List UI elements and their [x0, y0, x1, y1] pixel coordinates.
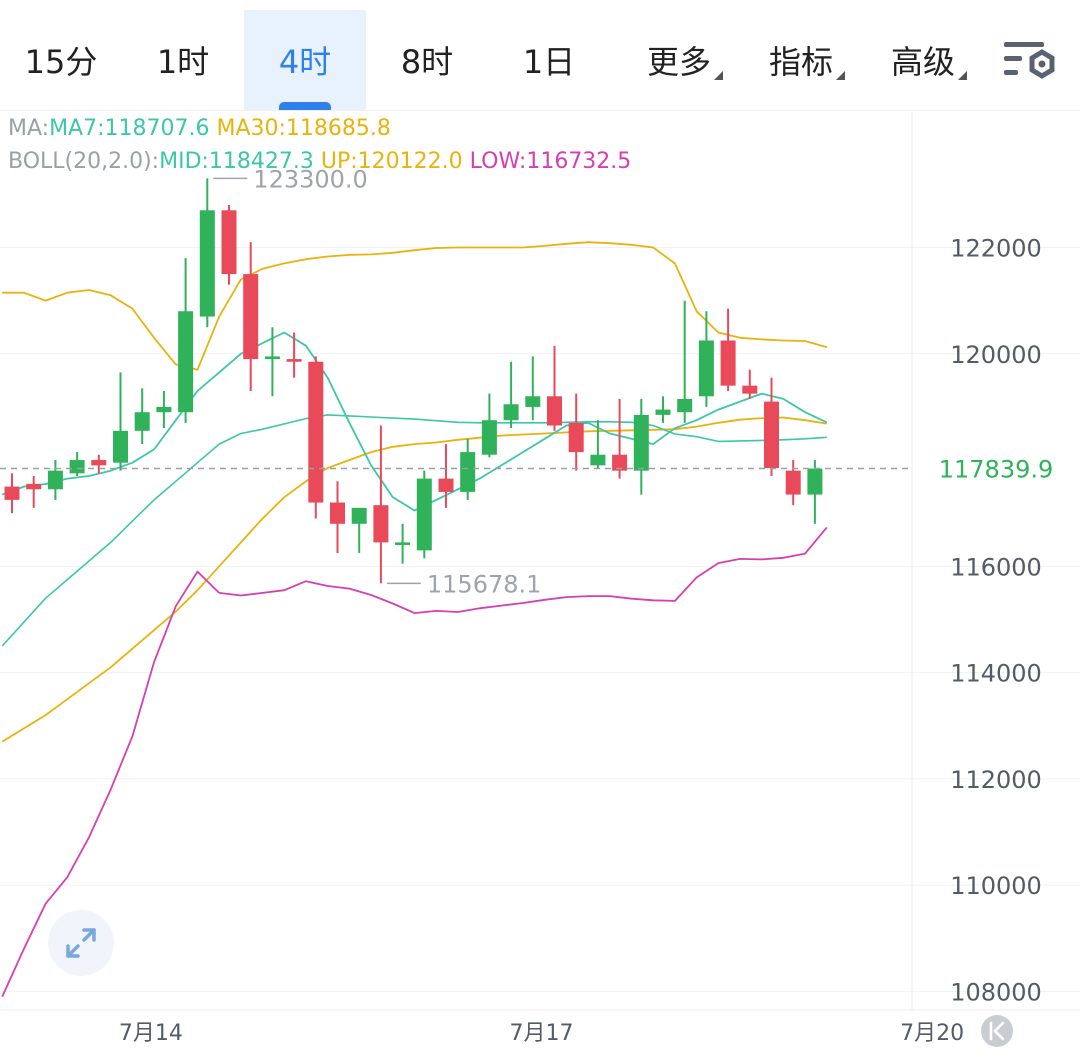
ma-legend: MA:MA7:118707.6 MA30:118685.8	[8, 116, 391, 141]
dropdown-corner-icon	[836, 71, 845, 80]
current-price-label: 117839.9	[939, 456, 1054, 484]
series-boll-low	[1, 526, 828, 998]
candle-up[interactable]	[351, 507, 367, 524]
expand-button[interactable]	[48, 910, 114, 976]
candle-down[interactable]	[373, 505, 389, 543]
candle-down[interactable]	[330, 502, 345, 524]
candle-up[interactable]	[156, 406, 172, 413]
max-price-label: 123300.0	[253, 165, 368, 193]
scroll-to-latest-icon	[989, 1021, 1005, 1041]
candle-up[interactable]	[698, 340, 714, 397]
scroll-to-latest-button[interactable]	[981, 1015, 1013, 1047]
candle-down[interactable]	[91, 460, 107, 466]
boll-up-value: UP:120122.0	[320, 149, 463, 174]
boll-mid-value: MID:118427.3	[159, 149, 314, 174]
ma-prefix: MA:	[8, 116, 50, 141]
tab-4h-label: 4时	[278, 43, 332, 81]
ma7-value: MA7:118707.6	[49, 116, 210, 141]
candle-down[interactable]	[785, 470, 801, 495]
candle-up[interactable]	[199, 210, 215, 317]
y-tick-label: 120000	[950, 341, 1042, 369]
tab-more-label: 更多	[646, 43, 711, 81]
candle-down[interactable]	[742, 385, 758, 394]
candle-down[interactable]	[438, 478, 454, 492]
candle-up[interactable]	[264, 356, 280, 360]
tab-15min[interactable]: 15分	[0, 10, 122, 110]
candle-up[interactable]	[69, 460, 85, 474]
candle-up[interactable]	[47, 470, 63, 490]
candle-up[interactable]	[655, 409, 671, 415]
candle-down[interactable]	[568, 422, 584, 453]
tab-1h[interactable]: 1时	[122, 10, 244, 110]
candle-down[interactable]	[764, 401, 779, 469]
candle-up[interactable]	[807, 468, 823, 495]
y-tick-label: 114000	[950, 660, 1042, 688]
candle-up[interactable]	[460, 452, 476, 492]
candle-down[interactable]	[221, 210, 237, 275]
candle-down[interactable]	[547, 396, 562, 426]
candle-down[interactable]	[720, 340, 736, 386]
candle-down[interactable]	[308, 361, 324, 503]
chart-settings-icon[interactable]	[1000, 38, 1060, 84]
x-tick-label: 7月20	[900, 1021, 964, 1046]
candle-down[interactable]	[243, 274, 259, 360]
candle-up[interactable]	[134, 412, 150, 431]
candle-up[interactable]	[633, 414, 649, 471]
candle-down[interactable]	[26, 483, 42, 490]
y-tick-label: 112000	[950, 766, 1042, 794]
tab-indicators[interactable]: 指标	[748, 10, 866, 110]
candle-up[interactable]	[525, 396, 541, 407]
y-tick-label: 116000	[950, 553, 1042, 581]
tab-8h[interactable]: 8时	[366, 10, 488, 110]
tab-4h[interactable]: 4时	[244, 10, 366, 110]
timeframe-tabbar: 15分 1时 4时 8时 1日 更多 指标 高级	[0, 0, 1080, 111]
candle-up[interactable]	[395, 542, 411, 546]
series-boll-up	[2, 241, 828, 371]
y-tick-label: 110000	[950, 872, 1042, 900]
expand-arrows-icon	[66, 928, 96, 958]
tab-1d-label: 1日	[522, 43, 576, 81]
candle-up[interactable]	[677, 398, 693, 413]
tab-8h-label: 8时	[400, 43, 454, 81]
ma30-value: MA30:118685.8	[216, 116, 391, 141]
tab-advanced[interactable]: 高级	[870, 10, 988, 110]
dropdown-corner-icon	[714, 71, 723, 80]
tab-1d[interactable]: 1日	[488, 10, 610, 110]
y-tick-label: 108000	[950, 978, 1042, 1006]
boll-low-value: LOW:116732.5	[469, 149, 632, 174]
candle-up[interactable]	[503, 404, 519, 421]
y-tick-label: 122000	[950, 234, 1042, 262]
tab-indicators-label: 指标	[768, 43, 833, 81]
tab-1h-label: 1时	[156, 43, 210, 81]
candle-up[interactable]	[416, 478, 432, 551]
candle-up[interactable]	[113, 430, 128, 463]
boll-legend: BOLL(20,2.0):MID:118427.3 UP:120122.0 LO…	[8, 149, 631, 174]
x-tick-label: 7月14	[119, 1021, 183, 1046]
series-ma7	[1, 331, 828, 512]
tab-advanced-label: 高级	[890, 43, 955, 81]
candle-up[interactable]	[481, 420, 497, 455]
candle-up[interactable]	[590, 454, 606, 466]
x-tick-label: 7月17	[509, 1021, 573, 1046]
candle-down[interactable]	[286, 359, 302, 362]
candle-down[interactable]	[612, 454, 628, 471]
current-price-box	[914, 446, 1074, 491]
series-ma30	[1, 416, 827, 743]
tab-15min-label: 15分	[24, 43, 98, 81]
tab-more[interactable]: 更多	[626, 10, 744, 110]
candle-down[interactable]	[4, 486, 20, 500]
min-price-label: 115678.1	[427, 570, 542, 598]
candle-up[interactable]	[178, 311, 194, 413]
tab-active-indicator	[279, 102, 331, 110]
series-boll-mid	[1, 414, 827, 647]
dropdown-corner-icon	[958, 71, 967, 80]
boll-prefix: BOLL(20,2.0):	[8, 149, 160, 174]
